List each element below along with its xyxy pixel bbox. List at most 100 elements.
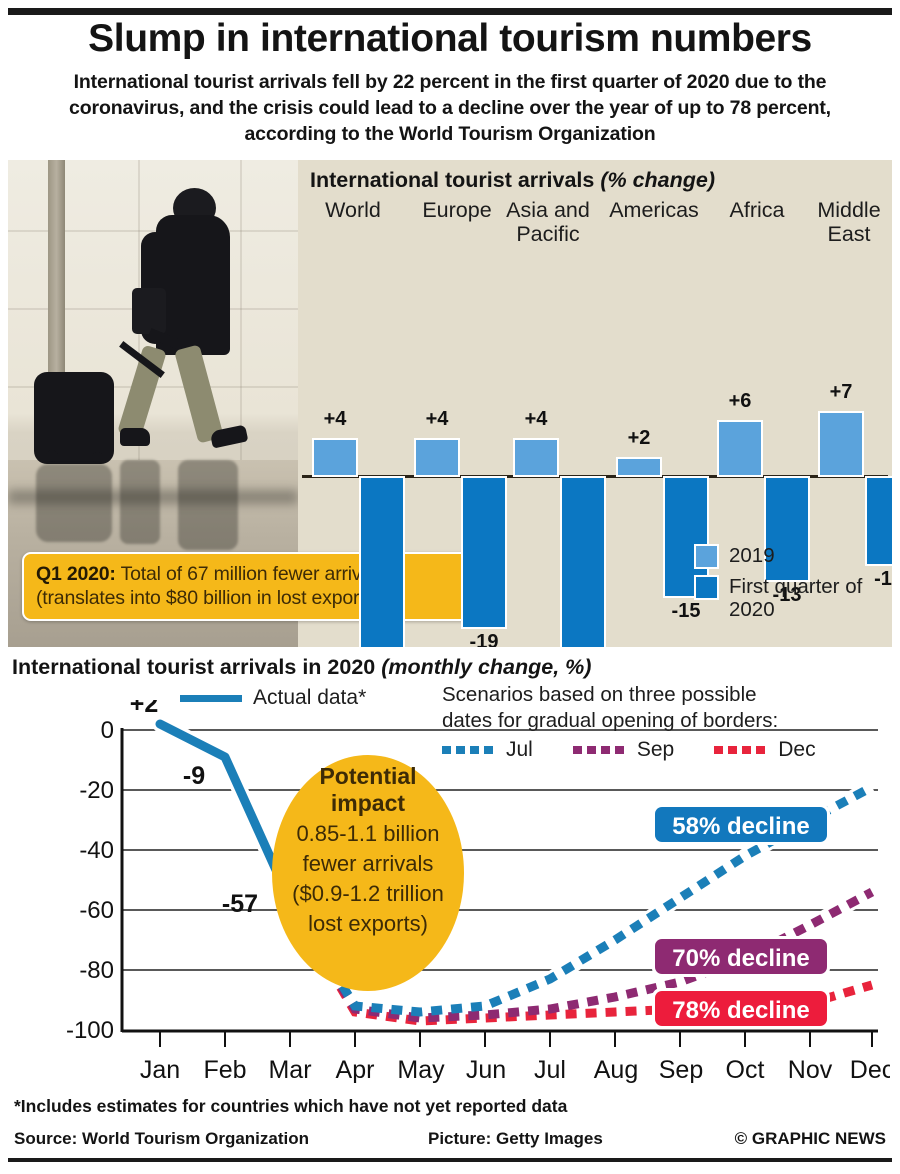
legend-label-2020: First quarter of 2020 [729, 575, 863, 622]
bar-label-2019-africa: +6 [728, 390, 752, 412]
x-tick-label: Nov [788, 1056, 833, 1084]
bar-label-2019-world: +4 [323, 408, 347, 430]
bar-2020-middle-east [865, 476, 892, 566]
bar-2020-europe [461, 476, 507, 629]
bar-chart-title-main: International tourist arrivals [310, 168, 595, 192]
legend-label-jul: Jul [506, 738, 533, 761]
top-divider [8, 8, 892, 15]
legend-label-sep: Sep [636, 738, 675, 761]
circle-line-3: 0.85-1.1 billion [296, 821, 439, 846]
y-tick-label: -40 [79, 837, 114, 864]
decline-badge-70: 70% decline [652, 936, 830, 977]
legend-line-actual [180, 694, 242, 702]
y-tick-label: -100 [66, 1017, 114, 1044]
x-tick-label: Oct [726, 1056, 765, 1084]
legend-swatch-2020 [694, 575, 719, 600]
scenario-intro-line2: dates for gradual opening of borders: [442, 708, 779, 732]
source-row: Source: World Tourism Organization Pictu… [0, 1129, 900, 1153]
bar-chart-title: International tourist arrivals (% change… [310, 168, 715, 193]
bar-2019-world [312, 438, 358, 477]
decline-badge-58: 58% decline [652, 804, 830, 845]
bar-label-2019-europe: +4 [425, 408, 449, 430]
bar-2019-middle-east [818, 411, 864, 477]
bar-label-2019-americas: +2 [627, 427, 651, 449]
circle-line-5: ($0.9-1.2 trillion [292, 881, 444, 906]
footnote: *Includes estimates for countries which … [14, 1096, 568, 1116]
x-tick-label: Dec [850, 1056, 890, 1084]
bar-category-label: Middle East [817, 198, 881, 247]
legend-item-actual-data: Actual data* [180, 686, 366, 710]
picture-credit: Picture: Getty Images [428, 1129, 603, 1148]
bar-label-2020-americas: -15 [671, 600, 701, 622]
source-label: Source: World Tourism Organization [14, 1129, 310, 1148]
legend-item-sep: Sep [572, 738, 675, 762]
legend-swatch-2019 [694, 544, 719, 569]
bar-chart-legend: 2019 First quarter of 2020 [694, 544, 889, 628]
x-tick-label: Mar [268, 1056, 311, 1084]
circle-line-2: impact [331, 790, 405, 816]
bar-2019-africa [717, 420, 763, 477]
graphic-news-credit: © GRAPHIC NEWS [734, 1129, 886, 1148]
x-tick-label: Jun [466, 1056, 506, 1084]
bar-category-label: Africa [729, 198, 785, 222]
y-tick-label: -80 [79, 957, 114, 984]
x-tick-label: Feb [203, 1056, 246, 1084]
scenario-line-jul [286, 783, 875, 1017]
decline-badge-label-78: 78% decline [672, 997, 809, 1024]
actual-line-halo [152, 716, 298, 909]
x-tick-label: May [397, 1056, 445, 1084]
page-title: Slump in international tourism numbers [88, 17, 812, 60]
legend-dots-jul [442, 746, 496, 754]
legend-label-dec: Dec [778, 738, 816, 761]
legend-label-actual: Actual data* [253, 686, 367, 709]
point-label-feb: -9 [183, 762, 205, 790]
x-tick-label: Apr [336, 1056, 375, 1084]
scenario-legend-keys: Jul Sep Dec [442, 738, 856, 762]
x-tick-label: Jan [140, 1056, 180, 1084]
bar-label-2020-middle-east: -11 [874, 568, 892, 590]
bar-2020-world [359, 476, 405, 647]
y-tick-label: -20 [79, 777, 114, 804]
bar-2020-asia-pacific [560, 476, 606, 647]
bar-label-2019-asia-pacific: +4 [524, 408, 548, 430]
decline-badge-label-70: 70% decline [672, 945, 809, 972]
x-tick-label: Sep [659, 1056, 703, 1084]
x-tick-labels: Jan Feb Mar Apr May Jun Jul Aug Sep Oct … [140, 1056, 894, 1084]
x-tick-marks [159, 1031, 873, 1047]
circle-line-1: Potential [319, 763, 416, 789]
decline-badge-78: 78% decline [652, 988, 830, 1029]
line-chart-svg: 0 -20 -40 -60 -80 -100 Jan Feb Mar Apr M… [66, 690, 894, 1084]
potential-impact-circle [272, 755, 464, 991]
actual-point-labels: +2 -9 -57 [130, 690, 258, 918]
circle-line-6: lost exports) [308, 911, 428, 936]
line-chart-area: 0 -20 -40 -60 -80 -100 Jan Feb Mar Apr M… [10, 690, 894, 1090]
legend-item-2019: 2019 [694, 544, 889, 569]
y-tick-label: -60 [79, 897, 114, 924]
bar-2019-americas [616, 457, 662, 477]
point-label-mar: -57 [222, 890, 258, 918]
bar-chart-title-unit: (% change) [600, 168, 716, 192]
legend-label-2019: 2019 [729, 544, 775, 567]
legend-dots-dec [714, 746, 769, 754]
legend-item-dec: Dec [714, 738, 816, 762]
bar-label-2020-europe: -19 [469, 631, 499, 647]
bar-category-labels: World Europe Asia and Pacific Americas A… [298, 198, 892, 288]
potential-impact-text: Potential impact 0.85-1.1 billion fewer … [292, 763, 444, 936]
bar-chart-panel: Q1 2020: Total of 67 million fewer arriv… [8, 160, 892, 647]
y-tick-labels: 0 -20 -40 -60 -80 -100 [66, 717, 114, 1044]
page-subtitle: International tourist arrivals fell by 2… [69, 71, 831, 146]
bar-2020-africa [764, 476, 810, 582]
bar-category-label: Europe [422, 198, 492, 222]
header: Slump in international tourism numbers I… [0, 17, 900, 147]
bar-label-2020-africa: -13 [772, 584, 802, 606]
airport-traveller-photo [8, 160, 298, 647]
legend-item-2020: First quarter of 2020 [694, 575, 889, 622]
bar-2019-europe [414, 438, 460, 477]
y-tick-label: 0 [101, 717, 114, 744]
line-chart-title: International tourist arrivals in 2020 (… [12, 655, 591, 680]
bar-category-label: Asia and Pacific [506, 198, 590, 247]
x-tick-label: Jul [534, 1056, 566, 1084]
scenario-intro: Scenarios based on three possible dates … [442, 682, 778, 733]
actual-data-line [155, 719, 295, 906]
